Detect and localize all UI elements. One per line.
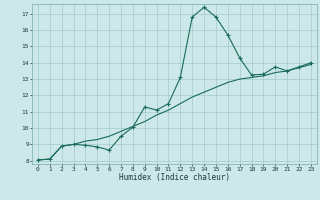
X-axis label: Humidex (Indice chaleur): Humidex (Indice chaleur): [119, 173, 230, 182]
